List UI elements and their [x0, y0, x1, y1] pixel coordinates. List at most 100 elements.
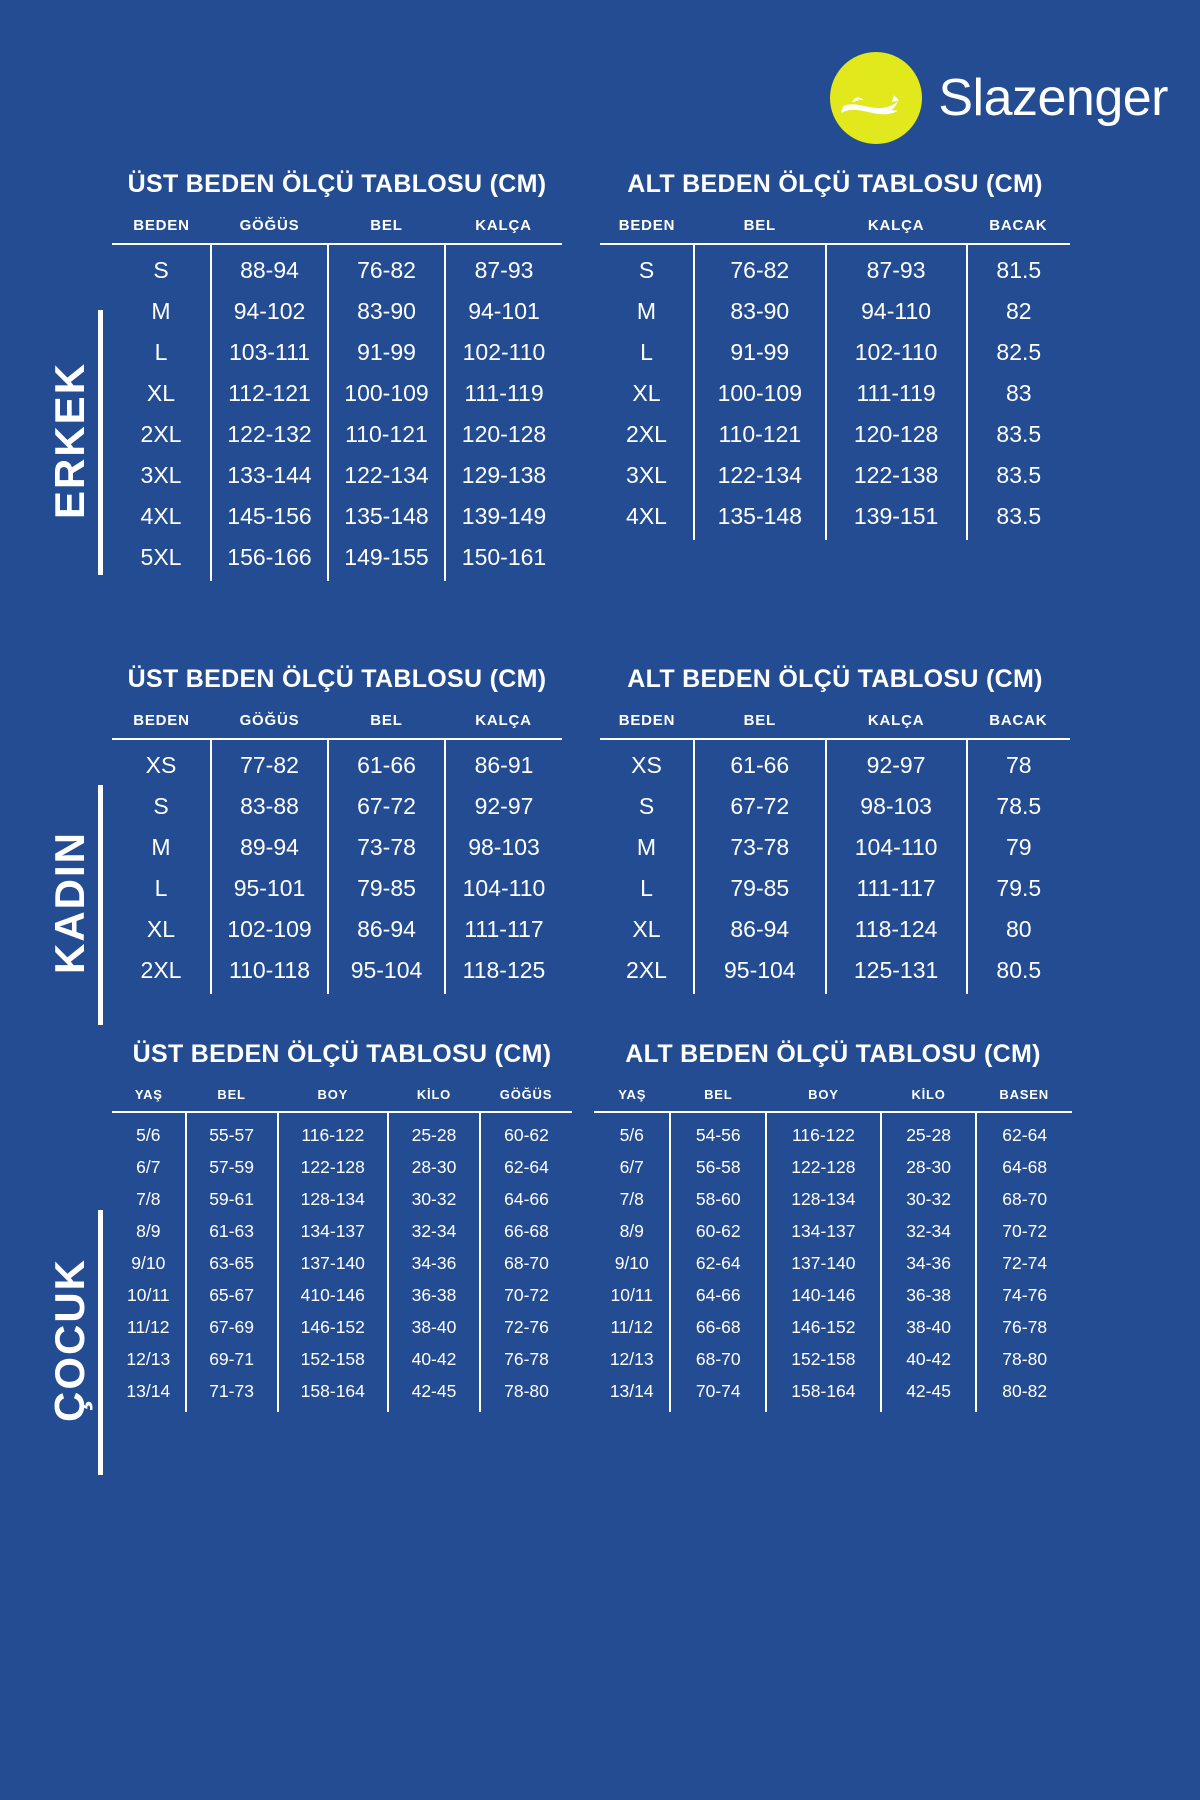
cell-value: 102-110 [444, 332, 562, 373]
table-row: XS 61-66 92-97 78 [600, 739, 1070, 786]
cell-value: 61-63 [184, 1215, 278, 1248]
cell-value: 66-68 [478, 1215, 572, 1248]
cell-age: 11/12 [127, 1317, 170, 1337]
cell-size: 4XL [626, 503, 667, 529]
cell-size: S [153, 257, 169, 283]
table-row: S 67-72 98-103 78.5 [600, 786, 1070, 827]
table-erkek-ust: ÜST BEDEN ÖLÇÜ TABLOSU (CM) BEDEN GÖĞÜS … [112, 170, 562, 581]
cell-value: 112-121 [210, 373, 328, 414]
cell-value: 82 [965, 291, 1070, 332]
table-kadin-ust: ÜST BEDEN ÖLÇÜ TABLOSU (CM) BEDEN GÖĞÜS … [112, 665, 562, 994]
cell-value: 100-109 [327, 373, 445, 414]
cell-value: 64-66 [669, 1279, 767, 1312]
cell-value: 110-118 [210, 950, 328, 994]
cell-value: 111-117 [444, 909, 562, 950]
section-label-kadin: KADIN [46, 831, 93, 974]
cell-value: 122-128 [276, 1151, 388, 1184]
col-header: BEL [694, 217, 826, 245]
cell-size: S [153, 793, 169, 819]
cell-value: 135-148 [327, 496, 445, 537]
cell-value: 134-137 [276, 1215, 388, 1248]
cell-value: 83-90 [327, 291, 445, 332]
cell-size: XS [631, 752, 662, 778]
cell-value: 38-40 [879, 1311, 977, 1344]
size-table: YAŞ BEL BOY KİLO GÖĞÜS 5/6 55-57 116-122 25… [112, 1087, 572, 1412]
cell-value: 83-90 [693, 291, 826, 332]
cell-value: 80.5 [965, 950, 1070, 994]
cell-value: 71-73 [184, 1375, 278, 1412]
cell-age: 12/13 [609, 1349, 654, 1369]
table-row: XL 86-94 118-124 80 [600, 909, 1070, 950]
col-header: BEDEN [112, 712, 211, 740]
cell-value: 91-99 [693, 332, 826, 373]
table-header-row: YAŞ BEL BOY KİLO BASEN [594, 1087, 1072, 1113]
cell-value: 122-128 [765, 1151, 881, 1184]
table-cocuk-ust: ÜST BEDEN ÖLÇÜ TABLOSU (CM) YAŞ BEL BOY … [112, 1040, 572, 1412]
cell-value: 79.5 [965, 868, 1070, 909]
table-row: 5/6 54-56 116-122 25-28 62-64 [594, 1112, 1072, 1152]
cell-value: 32-34 [879, 1215, 977, 1248]
col-header: BEL [185, 1087, 278, 1113]
table-row: M 89-94 73-78 98-103 [112, 827, 562, 868]
cell-value: 79 [965, 827, 1070, 868]
cell-size: 2XL [626, 421, 667, 447]
section-label-erkek: ERKEK [46, 361, 93, 519]
cell-value: 83.5 [965, 496, 1070, 540]
col-header: BEDEN [112, 217, 211, 245]
col-header: KİLO [880, 1087, 977, 1113]
col-header: BASEN [976, 1087, 1072, 1113]
table-row: S 88-94 76-82 87-93 [112, 244, 562, 291]
col-header: BEDEN [600, 712, 694, 740]
cell-value: 62-64 [478, 1151, 572, 1184]
cell-value: 111-119 [824, 373, 967, 414]
cell-size: 3XL [626, 462, 667, 488]
cell-value: 76-78 [975, 1311, 1072, 1344]
cell-value: 25-28 [879, 1112, 977, 1152]
table-header-row: BEDEN BEL KALÇA BACAK [600, 712, 1070, 740]
table-row: 3XL 133-144 122-134 129-138 [112, 455, 562, 496]
table-header-row: YAŞ BEL BOY KİLO GÖĞÜS [112, 1087, 572, 1113]
table-row: 11/12 66-68 146-152 38-40 76-78 [594, 1311, 1072, 1344]
cell-size: S [638, 793, 655, 819]
table-row: 4XL 135-148 139-151 83.5 [600, 496, 1070, 540]
table-row: 9/10 62-64 137-140 34-36 72-74 [594, 1247, 1072, 1280]
cell-value: 118-124 [824, 909, 967, 950]
cell-value: 129-138 [444, 455, 562, 496]
cell-value: 55-57 [184, 1112, 278, 1152]
cell-value: 68-70 [669, 1343, 767, 1376]
cell-value: 61-66 [693, 739, 826, 786]
cell-value: 146-152 [765, 1311, 881, 1344]
table-header-row: BEDEN GÖĞÜS BEL KALÇA [112, 712, 562, 740]
table-row: 2XL 95-104 125-131 80.5 [600, 950, 1070, 994]
cell-age: 8/9 [619, 1221, 644, 1241]
cell-value: 104-110 [444, 868, 562, 909]
cell-value: 62-64 [975, 1112, 1072, 1152]
col-header: BEL [694, 712, 826, 740]
cell-size: 2XL [626, 957, 667, 983]
table-row: XL 102-109 86-94 111-117 [112, 909, 562, 950]
cell-age: 12/13 [126, 1349, 171, 1369]
cell-value: 36-38 [879, 1279, 977, 1312]
cell-value: 64-66 [478, 1183, 572, 1216]
cell-value: 60-62 [478, 1112, 572, 1152]
cell-value: 87-93 [444, 244, 562, 291]
section-rule [98, 1210, 103, 1475]
cell-value: 100-109 [693, 373, 826, 414]
table-row: 4XL 145-156 135-148 139-149 [112, 496, 562, 537]
table-row: 10/11 64-66 140-146 36-38 74-76 [594, 1279, 1072, 1312]
cell-value: 140-146 [765, 1279, 881, 1312]
cell-value: 122-134 [693, 455, 826, 496]
size-table: YAŞ BEL BOY KİLO BASEN 5/6 54-56 116-122 25… [594, 1087, 1072, 1412]
cell-value: 110-121 [693, 414, 826, 455]
cell-value: 70-72 [975, 1215, 1072, 1248]
cell-age: 13/14 [126, 1381, 171, 1401]
cell-value: 30-32 [386, 1183, 480, 1216]
cell-value: 87-93 [824, 244, 967, 291]
cell-value: 95-104 [327, 950, 445, 994]
section-rule [98, 310, 103, 575]
cell-value: 116-122 [276, 1112, 388, 1152]
cell-value: 73-78 [693, 827, 826, 868]
cell-value: 149-155 [327, 537, 445, 581]
cell-value: 134-137 [765, 1215, 881, 1248]
cell-size: 2XL [140, 957, 182, 983]
